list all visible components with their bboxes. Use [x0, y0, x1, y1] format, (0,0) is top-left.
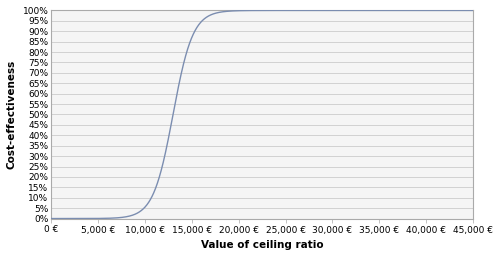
Y-axis label: Cost-effectiveness: Cost-effectiveness: [7, 60, 17, 169]
X-axis label: Value of ceiling ratio: Value of ceiling ratio: [201, 240, 324, 250]
